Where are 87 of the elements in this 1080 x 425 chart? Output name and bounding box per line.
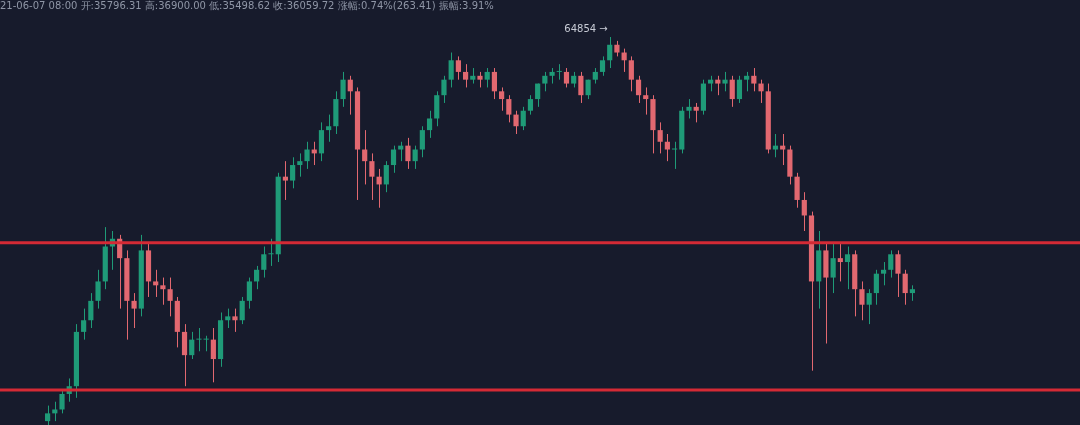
candlestick [693, 102, 699, 123]
candlestick [873, 269, 879, 306]
candlestick [542, 71, 548, 92]
candlestick [671, 141, 678, 170]
candlestick [189, 331, 195, 360]
candlestick [304, 141, 310, 170]
candlestick [866, 288, 872, 325]
candlestick [153, 269, 159, 298]
candlestick [599, 55, 606, 77]
candlestick [880, 261, 887, 286]
candlestick [527, 94, 534, 116]
candlestick [520, 106, 526, 131]
candlestick [282, 160, 289, 201]
candlestick [643, 86, 649, 116]
candlestick [556, 63, 562, 81]
candlestick [297, 152, 303, 178]
candlestick [607, 36, 613, 69]
candlestick [664, 133, 670, 162]
candlestick [88, 292, 94, 329]
candlestick [794, 172, 800, 209]
candlestick [513, 110, 519, 135]
candlestick [462, 63, 469, 88]
candlestick [635, 75, 642, 104]
candlestick [405, 137, 411, 170]
candlestick [722, 71, 728, 92]
candlestick [801, 191, 807, 232]
candlestick [225, 308, 231, 329]
candlestick [859, 280, 865, 321]
candlestick [167, 277, 173, 317]
candlestick [390, 145, 397, 174]
candlestick [729, 75, 735, 108]
candlestick [232, 308, 238, 333]
candlestick [95, 269, 101, 310]
candlestick [751, 67, 757, 92]
candlestick [578, 71, 584, 104]
candlestick [895, 249, 901, 298]
candlestick [362, 129, 368, 185]
candlestick [412, 145, 418, 170]
candlestick [268, 238, 274, 267]
candlestick [45, 405, 51, 425]
candlestick [239, 296, 245, 325]
candlestick [448, 52, 454, 88]
candlestick [758, 79, 764, 104]
candlestick [499, 86, 505, 112]
candlestick [563, 67, 570, 88]
candlestick [491, 67, 498, 100]
candlestick [837, 242, 843, 282]
candlestick [383, 160, 389, 193]
candlestick [830, 242, 836, 294]
candlestick [196, 327, 202, 352]
text: 21-06-07 08:00 开:35796.31 高:36900.00 低:35498.62 收:36059.72 涨幅:0.74%(263.41) 振幅:3.91% [0, 0, 494, 12]
candlestick [318, 121, 325, 162]
candlestick [210, 327, 216, 383]
candlestick [59, 389, 65, 414]
candlestick [715, 75, 721, 96]
candlestick [261, 246, 267, 279]
candlestick [246, 277, 252, 310]
candlestick [628, 55, 634, 92]
candlestick [484, 67, 490, 88]
candlestick [254, 265, 260, 290]
candlestick [844, 246, 851, 290]
candlestick [290, 156, 296, 189]
candlestick [181, 323, 188, 387]
candlestick [326, 114, 332, 143]
candlestick [657, 121, 663, 154]
candlestick [686, 98, 692, 119]
candlestick [369, 152, 375, 201]
candlestick [52, 401, 58, 422]
candlestick [81, 308, 87, 341]
candlestick [426, 110, 433, 139]
candlestick [455, 55, 461, 81]
candlestick [506, 94, 512, 123]
candlestick [434, 90, 440, 127]
candlestick [398, 141, 404, 162]
candlestick [744, 71, 750, 92]
text: 64854 → [564, 22, 608, 34]
candlestick [902, 269, 908, 306]
candlestick [441, 75, 447, 104]
candlestick [419, 125, 425, 158]
candlestick [347, 75, 353, 116]
candlestick [736, 75, 743, 104]
candlestick [772, 133, 779, 158]
candlestick [340, 71, 346, 108]
candlestick [131, 292, 137, 329]
candlestick [780, 133, 786, 166]
candlestick [160, 277, 166, 306]
candlestick [888, 249, 894, 279]
